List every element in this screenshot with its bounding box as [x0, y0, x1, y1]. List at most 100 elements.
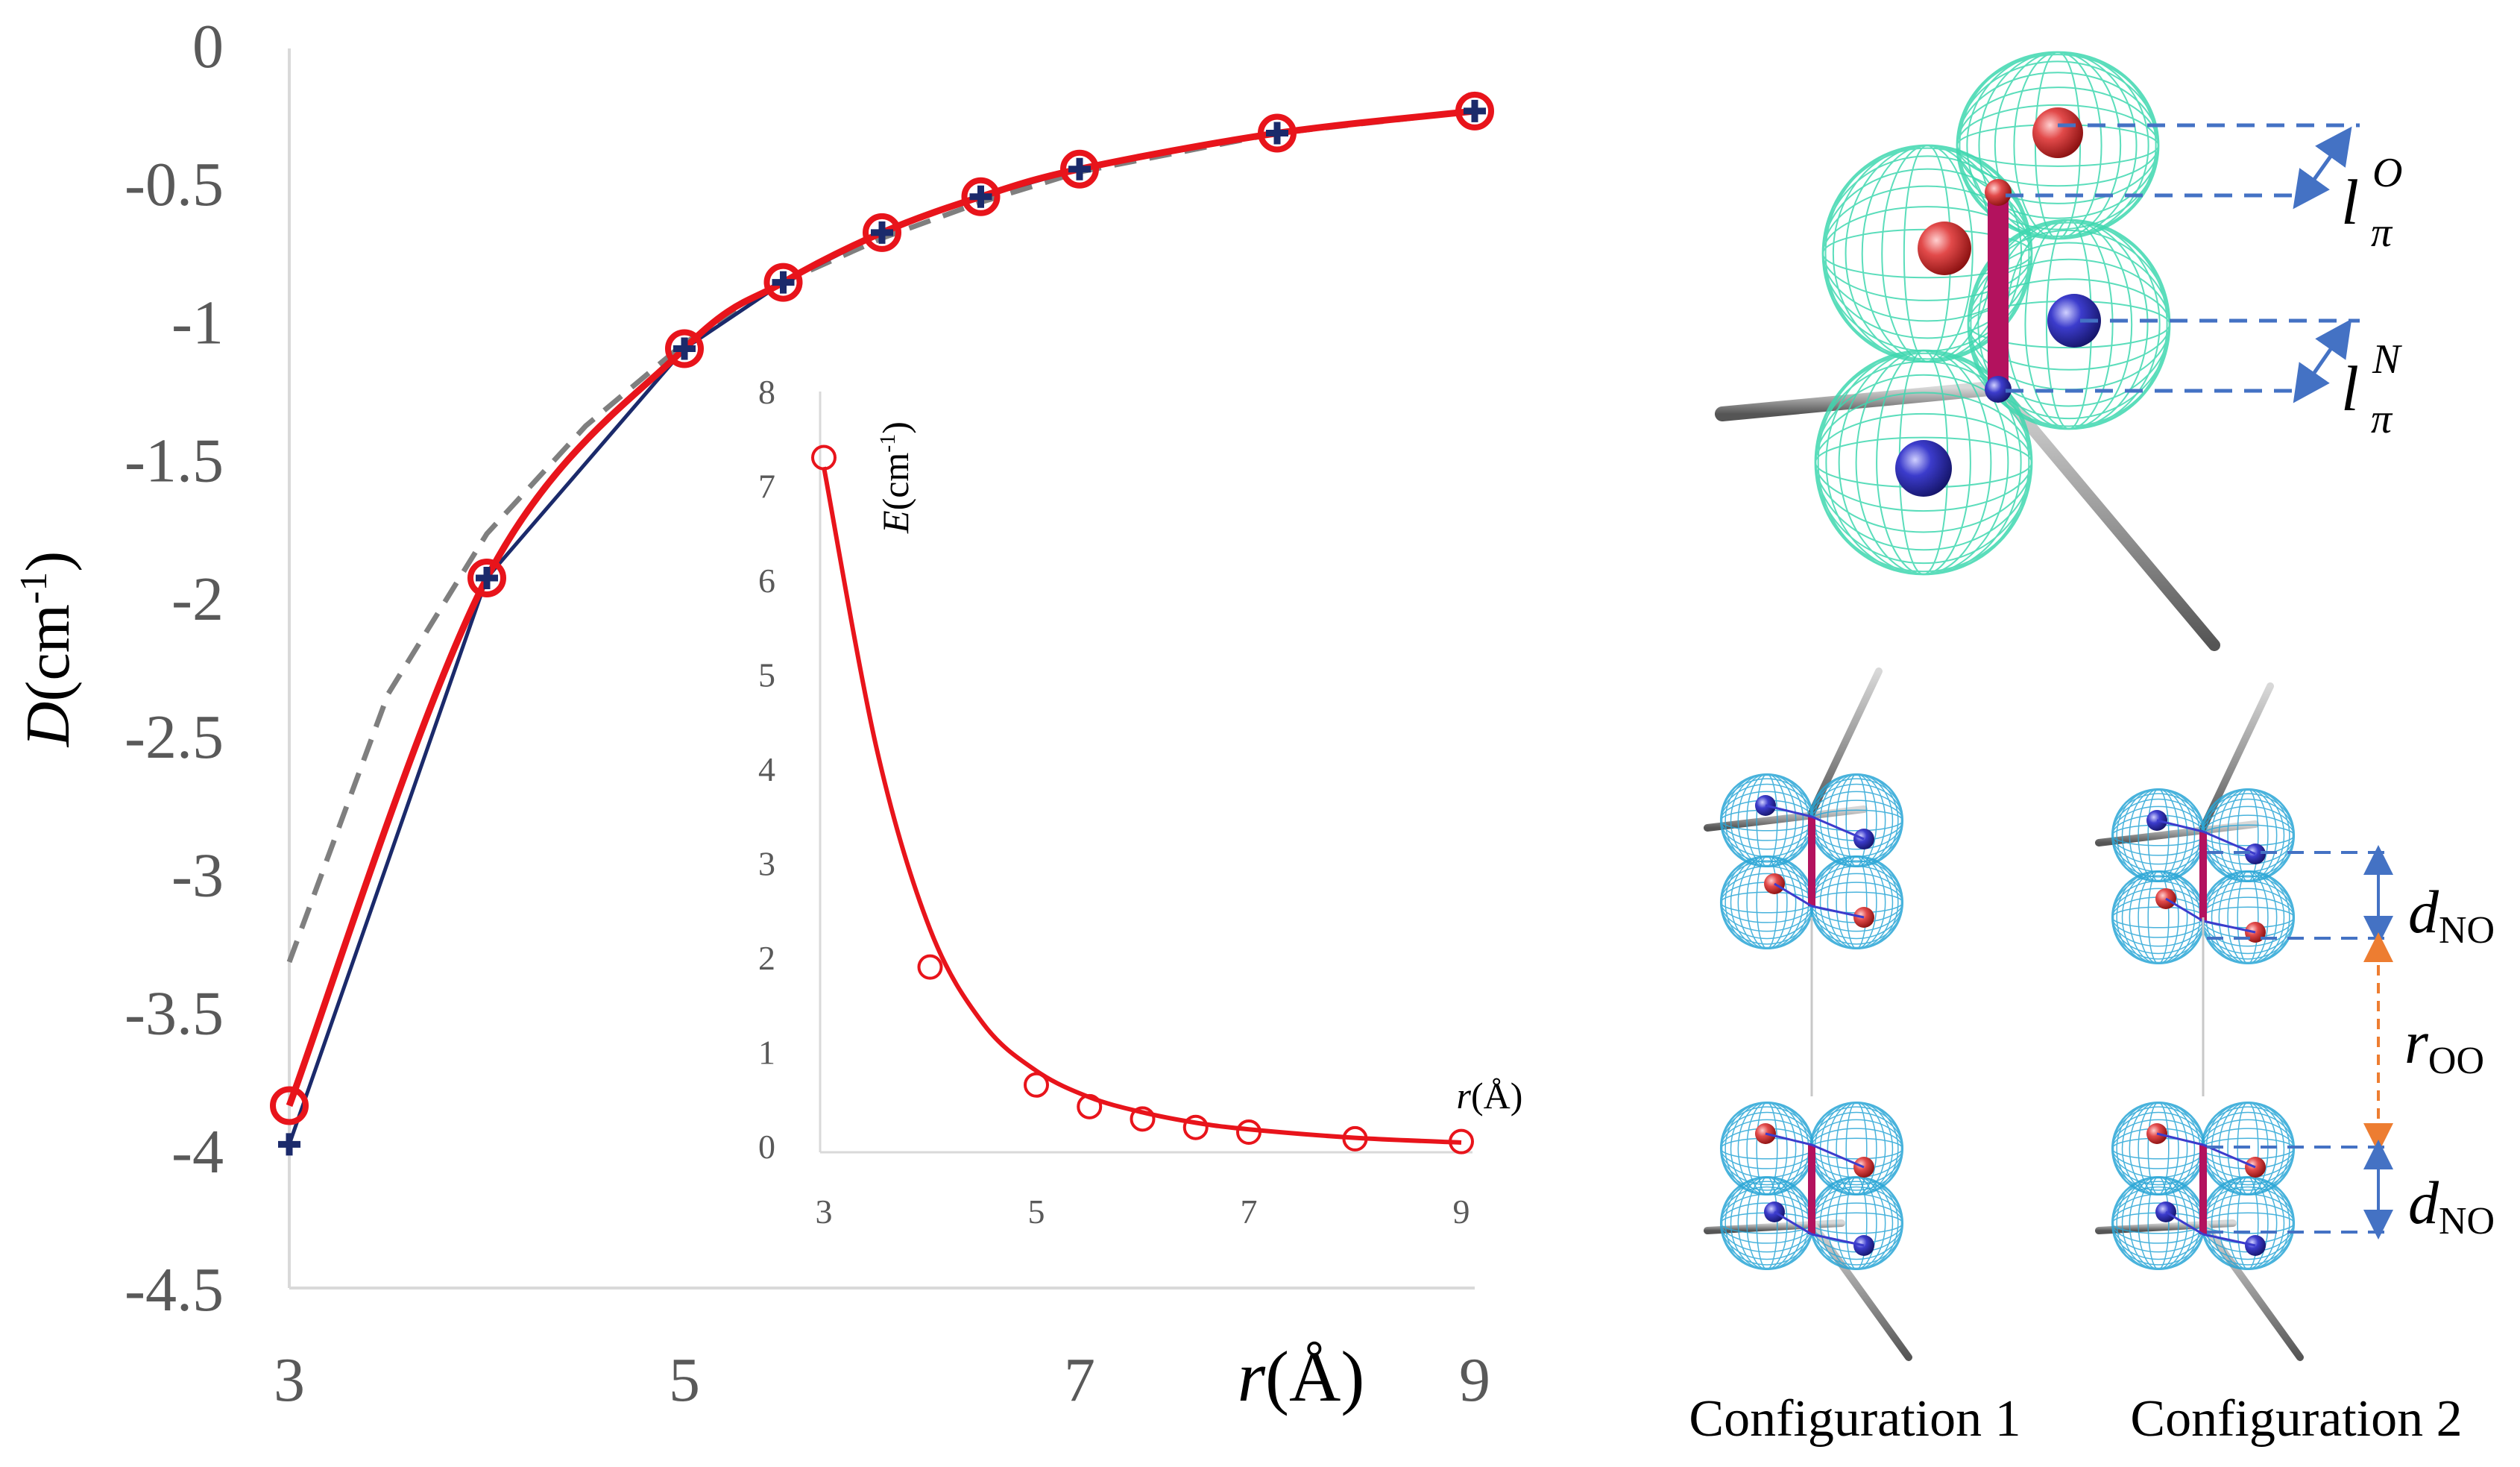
l-pi-n-sup: N	[2372, 336, 2402, 383]
l-pi-o-sub: π	[2371, 210, 2393, 256]
main-y-axis-title: D(cm-1)	[13, 551, 83, 748]
main-x-tick-label: 7	[1064, 1345, 1095, 1415]
orbital-cage-o1	[1956, 51, 2160, 240]
main-y-tick-label: -3	[171, 841, 224, 910]
orbital-cage	[1809, 855, 1904, 950]
inset-y-tick-label: 0	[758, 1128, 775, 1166]
inset-x-tick-label: 7	[1241, 1193, 1258, 1231]
inset-y-tick-label: 8	[758, 373, 775, 411]
guide-lines-top	[2006, 123, 2360, 393]
inset-y-tick-label: 2	[758, 939, 775, 977]
navy-plus-point	[673, 337, 696, 360]
inset-circle-point	[1130, 1106, 1156, 1132]
red-circle-point	[961, 177, 1001, 216]
inset-chart: 0 1 2 3 4 5 6 7 8 3 5 7 9 E(cm-1) r(Å)	[758, 373, 1522, 1231]
inset-y-axis-title: E(cm-1)	[875, 421, 916, 534]
main-x-tick-label: 9	[1459, 1345, 1490, 1415]
navy-plus-point	[772, 271, 795, 294]
orbital-cage	[2200, 870, 2296, 965]
orbital-cage	[2200, 788, 2296, 883]
red-circle-point	[763, 263, 803, 302]
inset-y-tick-label: 4	[758, 750, 775, 788]
main-x-tick-label: 5	[669, 1345, 700, 1415]
main-x-tick-labels: 3 5 7 9	[274, 1345, 1490, 1415]
main-plot-area	[270, 91, 1494, 1156]
molecule-illustration-top: l O π l N π	[1715, 51, 2402, 651]
inset-circle-point	[1077, 1093, 1103, 1119]
guide-lines-config2	[2207, 851, 2386, 1234]
main-y-tick-label: 0	[192, 12, 224, 81]
configuration-molecule-1	[1704, 667, 1904, 950]
l-pi-o-arrow	[2293, 126, 2352, 210]
navy-plus-point	[278, 1133, 300, 1156]
orbital-cages-top	[1814, 51, 2171, 576]
navy-series-line	[287, 109, 1475, 1146]
inset-circle-point	[1449, 1128, 1474, 1155]
l-pi-o-sup: O	[2372, 150, 2402, 196]
red-series-line	[286, 107, 1475, 1108]
red-circle-point	[863, 213, 901, 252]
inset-x-tick-label: 5	[1028, 1193, 1045, 1231]
red-circle-point	[665, 329, 704, 368]
inset-x-tick-labels: 3 5 7 9	[816, 1193, 1470, 1231]
orbital-cage	[1719, 855, 1815, 950]
nitrogen-center-atom	[1985, 376, 2012, 403]
inset-y-tick-labels: 0 1 2 3 4 5 6 7 8	[758, 373, 775, 1166]
nitrogen-atom-right	[2047, 294, 2101, 348]
main-y-tick-labels: 0 -0.5 -1 -1.5 -2 -2.5 -3 -3.5 -4 -4.5	[125, 12, 224, 1325]
l-pi-n-arrow	[2293, 318, 2352, 403]
oxygen-atom-mid	[1918, 222, 1971, 275]
orbital-cage	[1809, 773, 1904, 868]
inset-fit-line	[822, 466, 1462, 1145]
main-x-tick-label: 3	[274, 1345, 305, 1415]
red-circle-point	[467, 558, 506, 597]
inset-circle-point	[811, 445, 837, 471]
main-y-tick-label: -1.5	[125, 427, 224, 496]
configuration-molecule-4	[2095, 1101, 2304, 1361]
inset-circle-point	[1024, 1072, 1049, 1098]
configuration-molecule-3	[2095, 682, 2296, 965]
configuration-molecules	[1704, 667, 2304, 1361]
main-y-tick-label: -2	[171, 565, 224, 634]
configurations-panel: dNO rOO dNO Configuration 1 Configuratio…	[1689, 667, 2495, 1448]
navy-plus-point	[1464, 99, 1486, 122]
inset-x-tick-label: 9	[1453, 1193, 1470, 1231]
main-y-tick-label: -1	[171, 288, 224, 357]
navy-plus-point	[476, 566, 498, 589]
navy-plus-point	[1266, 122, 1288, 145]
configuration-1-caption: Configuration 1	[1689, 1390, 2020, 1448]
main-y-tick-label: -4	[171, 1117, 224, 1187]
configuration-2-caption: Configuration 2	[2130, 1390, 2462, 1448]
orbital-cage-n1	[1967, 219, 2171, 430]
oxygen-atom-top	[2032, 107, 2083, 158]
main-y-tick-label: -0.5	[125, 150, 224, 219]
main-x-axis-title: r(Å)	[1238, 1336, 1365, 1416]
inset-circle-point	[1236, 1119, 1261, 1146]
orbital-cage	[2111, 870, 2206, 965]
inset-y-tick-label: 7	[758, 468, 775, 506]
nitrogen-atom-low	[1895, 440, 1952, 497]
inset-y-tick-label: 6	[758, 562, 775, 600]
navy-plus-point	[871, 221, 893, 244]
main-y-tick-label: -2.5	[125, 703, 224, 772]
navy-plus-point	[969, 185, 992, 208]
d-no-label-top: dNO	[2408, 878, 2495, 952]
main-y-tick-label: -3.5	[125, 979, 224, 1049]
configuration-molecule-2	[1704, 1101, 1912, 1361]
oxygen-center-atom	[1985, 179, 2012, 206]
main-y-tick-label: -4.5	[125, 1255, 224, 1325]
inset-y-tick-label: 5	[758, 656, 775, 694]
red-circle-point	[1060, 149, 1099, 189]
l-pi-n-sub: π	[2371, 396, 2393, 442]
inset-plot-area	[811, 445, 1474, 1155]
inset-circle-point	[1182, 1114, 1209, 1140]
red-circle-point	[1455, 91, 1494, 131]
inset-y-tick-label: 1	[758, 1034, 775, 1072]
red-circle-point	[1258, 113, 1297, 153]
inset-circle-point	[1342, 1125, 1368, 1152]
l-pi-n-label: l	[2341, 353, 2359, 424]
r-oo-label: rOO	[2404, 1008, 2484, 1082]
navy-plus-point	[1068, 157, 1091, 180]
inset-y-tick-label: 3	[758, 845, 775, 883]
